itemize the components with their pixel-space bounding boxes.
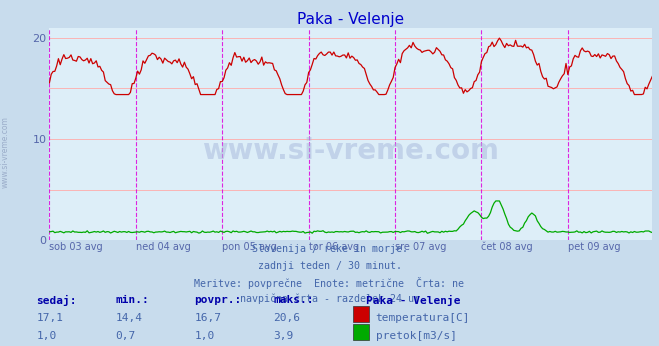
Text: 3,9: 3,9 <box>273 331 294 341</box>
Text: www.si-vreme.com: www.si-vreme.com <box>202 137 500 165</box>
Text: Slovenija / reke in morje.: Slovenija / reke in morje. <box>252 244 407 254</box>
Text: 20,6: 20,6 <box>273 313 301 323</box>
Text: navpična črta - razdelek 24 ur: navpična črta - razdelek 24 ur <box>239 294 420 304</box>
Text: 14,4: 14,4 <box>115 313 142 323</box>
Text: sedaj:: sedaj: <box>36 295 76 306</box>
Text: min.:: min.: <box>115 295 149 305</box>
Text: zadnji teden / 30 minut.: zadnji teden / 30 minut. <box>258 261 401 271</box>
Text: pretok[m3/s]: pretok[m3/s] <box>376 331 457 341</box>
Text: Meritve: povprečne  Enote: metrične  Črta: ne: Meritve: povprečne Enote: metrične Črta:… <box>194 277 465 289</box>
Text: 0,7: 0,7 <box>115 331 136 341</box>
Text: Paka - Velenje: Paka - Velenje <box>366 295 460 306</box>
Text: temperatura[C]: temperatura[C] <box>376 313 470 323</box>
Title: Paka - Velenje: Paka - Velenje <box>297 11 405 27</box>
Text: 16,7: 16,7 <box>194 313 221 323</box>
Text: 1,0: 1,0 <box>194 331 215 341</box>
Text: 1,0: 1,0 <box>36 331 57 341</box>
Text: povpr.:: povpr.: <box>194 295 242 305</box>
Text: maks.:: maks.: <box>273 295 314 305</box>
Text: 17,1: 17,1 <box>36 313 63 323</box>
Text: www.si-vreme.com: www.si-vreme.com <box>1 116 10 188</box>
